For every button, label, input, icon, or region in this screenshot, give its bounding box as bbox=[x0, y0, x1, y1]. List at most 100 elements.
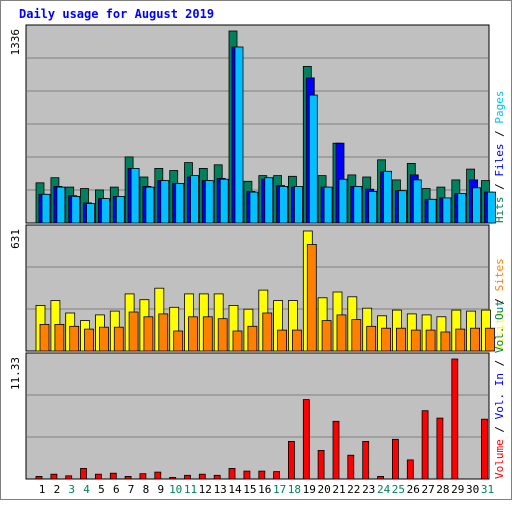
panel-visits: 631 Visits / Sites bbox=[9, 224, 506, 352]
bar-volume-volume-day-17 bbox=[273, 471, 281, 480]
bar-visits-sites-day-11 bbox=[188, 316, 198, 352]
panel-visits-bars bbox=[35, 230, 495, 352]
bar-volume-volume-day-2 bbox=[50, 473, 58, 480]
bar-hits-pages-day-19 bbox=[308, 94, 318, 224]
panel-volume-max-label: 11.33 bbox=[9, 357, 22, 390]
x-tick-label-day-5: 5 bbox=[98, 483, 105, 496]
panel-visits-legend: Visits / Sites bbox=[493, 258, 506, 351]
x-tick-label-day-31: 31 bbox=[481, 483, 494, 496]
bar-volume-volume-day-12 bbox=[198, 473, 206, 480]
x-tick-label-day-10: 10 bbox=[169, 483, 182, 496]
bar-hits-pages-day-14 bbox=[234, 46, 244, 224]
x-tick-label-day-22: 22 bbox=[347, 483, 360, 496]
bar-visits-sites-day-21 bbox=[336, 314, 347, 352]
bar-volume-volume-day-23 bbox=[362, 440, 370, 480]
legend-sites: Sites bbox=[493, 258, 506, 291]
bar-visits-sites-day-26 bbox=[410, 329, 421, 352]
bar-visits-sites-day-17 bbox=[277, 329, 288, 352]
bar-hits-pages-day-11 bbox=[190, 175, 199, 224]
bar-visits-sites-day-14 bbox=[232, 330, 243, 352]
legend-visits: Visits bbox=[493, 311, 506, 351]
bar-volume-volume-day-13 bbox=[213, 474, 221, 480]
bar-visits-sites-day-4 bbox=[84, 328, 94, 352]
bar-hits-pages-day-29 bbox=[457, 193, 467, 224]
bar-hits-pages-day-12 bbox=[204, 180, 214, 224]
bar-visits-sites-day-10 bbox=[173, 330, 184, 352]
x-tick-label-day-18: 18 bbox=[288, 483, 301, 496]
bar-hits-pages-day-18 bbox=[293, 185, 303, 224]
legend-volume: Volume bbox=[493, 439, 506, 479]
bar-visits-sites-day-9 bbox=[158, 313, 169, 352]
bar-volume-volume-day-28 bbox=[436, 417, 444, 480]
bar-hits-pages-day-24 bbox=[383, 170, 393, 224]
bar-hits-pages-day-31 bbox=[487, 191, 496, 224]
bar-hits-pages-day-23 bbox=[368, 190, 378, 224]
legend-separator: / bbox=[493, 291, 506, 311]
bar-hits-pages-day-28 bbox=[442, 197, 452, 224]
bar-hits-pages-day-16 bbox=[264, 177, 274, 224]
bar-visits-sites-day-3 bbox=[69, 325, 80, 352]
panel-visits-max-label: 631 bbox=[9, 229, 22, 249]
bar-volume-volume-day-10 bbox=[169, 476, 177, 480]
bar-hits-pages-day-1 bbox=[41, 193, 51, 224]
x-tick-label-day-21: 21 bbox=[332, 483, 345, 496]
x-tick-label-day-9: 9 bbox=[157, 483, 164, 496]
legend-separator: / bbox=[493, 124, 506, 144]
panel-volume: 11.33 Volume / Vol. In / Vol. Out bbox=[9, 300, 506, 480]
x-tick-label-day-12: 12 bbox=[199, 483, 212, 496]
bar-hits-pages-day-20 bbox=[323, 186, 333, 224]
bar-hits-pages-day-26 bbox=[412, 179, 422, 224]
bar-hits-pages-day-17 bbox=[279, 185, 289, 224]
x-tick-label-day-8: 8 bbox=[143, 483, 150, 496]
bar-visits-sites-day-13 bbox=[217, 318, 228, 352]
chart-title: Daily usage for August 2019 bbox=[19, 7, 214, 21]
x-tick-label-day-16: 16 bbox=[258, 483, 271, 496]
legend-hits: Hits bbox=[493, 197, 506, 224]
bar-visits-sites-day-18 bbox=[291, 329, 302, 352]
panel-hits-legend: Hits / Files / Pages bbox=[493, 91, 506, 224]
bar-volume-volume-day-27 bbox=[421, 410, 429, 480]
panel-volume-background bbox=[25, 352, 490, 480]
legend-separator: / bbox=[493, 353, 506, 373]
panel-hits-bars bbox=[35, 30, 496, 224]
panel-hits-max-label: 1336 bbox=[9, 29, 22, 56]
legend-vol-out: Vol. Out bbox=[493, 300, 506, 353]
panel-hits: 1336 Hits / Files / Pages bbox=[9, 24, 506, 224]
bar-volume-volume-day-1 bbox=[35, 475, 43, 480]
x-tick-label-day-26: 26 bbox=[407, 483, 420, 496]
bar-volume-volume-day-6 bbox=[109, 472, 117, 480]
bar-visits-sites-day-30 bbox=[470, 327, 481, 352]
bar-hits-pages-day-5 bbox=[101, 198, 110, 224]
bar-volume-volume-day-3 bbox=[65, 475, 73, 480]
bar-volume-volume-day-21 bbox=[332, 420, 340, 480]
bar-volume-volume-day-5 bbox=[95, 473, 102, 480]
bar-hits-pages-day-7 bbox=[130, 167, 140, 224]
bar-volume-volume-day-26 bbox=[406, 459, 414, 480]
bar-volume-volume-day-25 bbox=[391, 438, 399, 480]
bar-visits-sites-day-27 bbox=[425, 329, 436, 352]
bar-hits-pages-day-10 bbox=[175, 183, 185, 224]
x-tick-label-day-6: 6 bbox=[113, 483, 120, 496]
bar-hits-pages-day-15 bbox=[249, 191, 259, 224]
bar-visits-sites-day-5 bbox=[99, 326, 109, 352]
bar-visits-sites-day-15 bbox=[247, 325, 258, 352]
bar-visits-sites-day-6 bbox=[113, 326, 124, 352]
bar-volume-volume-day-9 bbox=[154, 471, 162, 480]
x-tick-label-day-2: 2 bbox=[54, 483, 61, 496]
bar-volume-volume-day-22 bbox=[347, 454, 355, 480]
x-tick-label-day-14: 14 bbox=[228, 483, 242, 496]
bar-visits-sites-day-1 bbox=[39, 323, 50, 352]
bar-visits-sites-day-16 bbox=[262, 312, 273, 352]
bar-hits-pages-day-25 bbox=[397, 190, 407, 224]
bar-hits-pages-day-6 bbox=[115, 195, 125, 224]
bar-volume-volume-day-20 bbox=[317, 449, 325, 480]
bar-visits-sites-day-23 bbox=[366, 325, 377, 352]
x-tick-label-day-11: 11 bbox=[184, 483, 197, 496]
x-tick-label-day-25: 25 bbox=[392, 483, 405, 496]
bar-hits-pages-day-2 bbox=[56, 186, 66, 224]
legend-files: Files bbox=[493, 144, 506, 177]
x-tick-label-day-28: 28 bbox=[436, 483, 449, 496]
bar-visits-sites-day-31 bbox=[485, 327, 495, 352]
bar-volume-volume-day-11 bbox=[184, 474, 191, 480]
